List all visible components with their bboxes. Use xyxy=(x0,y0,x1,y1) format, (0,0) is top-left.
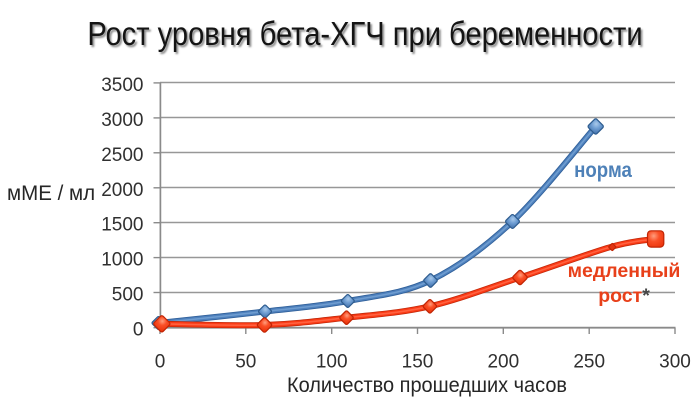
svg-text:150: 150 xyxy=(402,351,434,372)
svg-text:250: 250 xyxy=(573,351,605,372)
svg-text:1500: 1500 xyxy=(101,215,143,236)
svg-text:300: 300 xyxy=(659,351,691,372)
svg-text:0: 0 xyxy=(155,351,166,372)
svg-text:1000: 1000 xyxy=(101,250,143,271)
svg-text:2500: 2500 xyxy=(101,145,143,166)
svg-text:3500: 3500 xyxy=(101,75,143,96)
svg-text:2000: 2000 xyxy=(101,180,143,201)
svg-text:0: 0 xyxy=(133,320,144,341)
svg-text:500: 500 xyxy=(112,285,144,306)
svg-text:200: 200 xyxy=(487,351,519,372)
svg-text:50: 50 xyxy=(235,351,256,372)
svg-text:3000: 3000 xyxy=(101,110,143,131)
svg-text:100: 100 xyxy=(316,351,348,372)
